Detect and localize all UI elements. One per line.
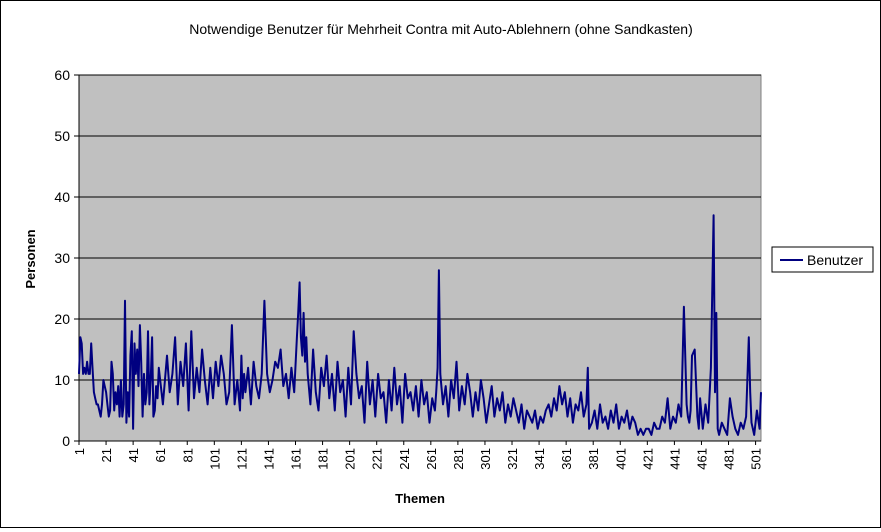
legend: Benutzer: [771, 246, 874, 273]
legend-label-benutzer: Benutzer: [807, 252, 863, 268]
x-tick-label: 241: [397, 448, 412, 470]
series-layer: [78, 214, 762, 436]
x-tick-label: 421: [640, 448, 655, 470]
y-axis-label: Personen: [23, 229, 38, 288]
x-tick-label: 361: [559, 448, 574, 470]
x-tick-label: 341: [532, 448, 547, 470]
x-tick-label: 81: [180, 448, 195, 462]
x-tick-label: 381: [586, 448, 601, 470]
y-tick-label: 60: [54, 67, 70, 83]
series-line-benutzer: [78, 214, 762, 436]
x-tick-label: 61: [153, 448, 168, 462]
y-tick-label: 30: [54, 250, 70, 266]
y-tick-label: 50: [54, 128, 70, 144]
chart-title: Notwendige Benutzer für Mehrheit Contra …: [189, 21, 693, 37]
x-tick-label: 101: [207, 448, 222, 470]
y-tick-label: 10: [54, 372, 70, 388]
x-tick-label: 261: [424, 448, 439, 470]
x-tick-label: 21: [99, 448, 114, 462]
x-tick-label: 401: [613, 448, 628, 470]
x-tick-label: 301: [478, 448, 493, 470]
x-tick-label: 481: [722, 448, 737, 470]
y-tick-label: 0: [62, 433, 70, 449]
x-axis-label: Themen: [395, 491, 445, 506]
x-tick-label: 501: [749, 448, 764, 470]
x-tick-label: 461: [694, 448, 709, 470]
x-tick-label: 201: [343, 448, 358, 470]
x-tick-label: 181: [316, 448, 331, 470]
x-tick-label: 161: [289, 448, 304, 470]
x-tick-label: 41: [126, 448, 141, 462]
x-tick-label: 121: [234, 448, 249, 470]
x-tick-label: 441: [667, 448, 682, 470]
x-tick-label: 1: [72, 448, 87, 455]
x-tick-label: 141: [261, 448, 276, 470]
y-tick-label: 20: [54, 311, 70, 327]
y-tick-label: 40: [54, 189, 70, 205]
x-tick-label: 321: [505, 448, 520, 470]
x-tick-label: 221: [370, 448, 385, 470]
x-tick-label: 281: [451, 448, 466, 470]
